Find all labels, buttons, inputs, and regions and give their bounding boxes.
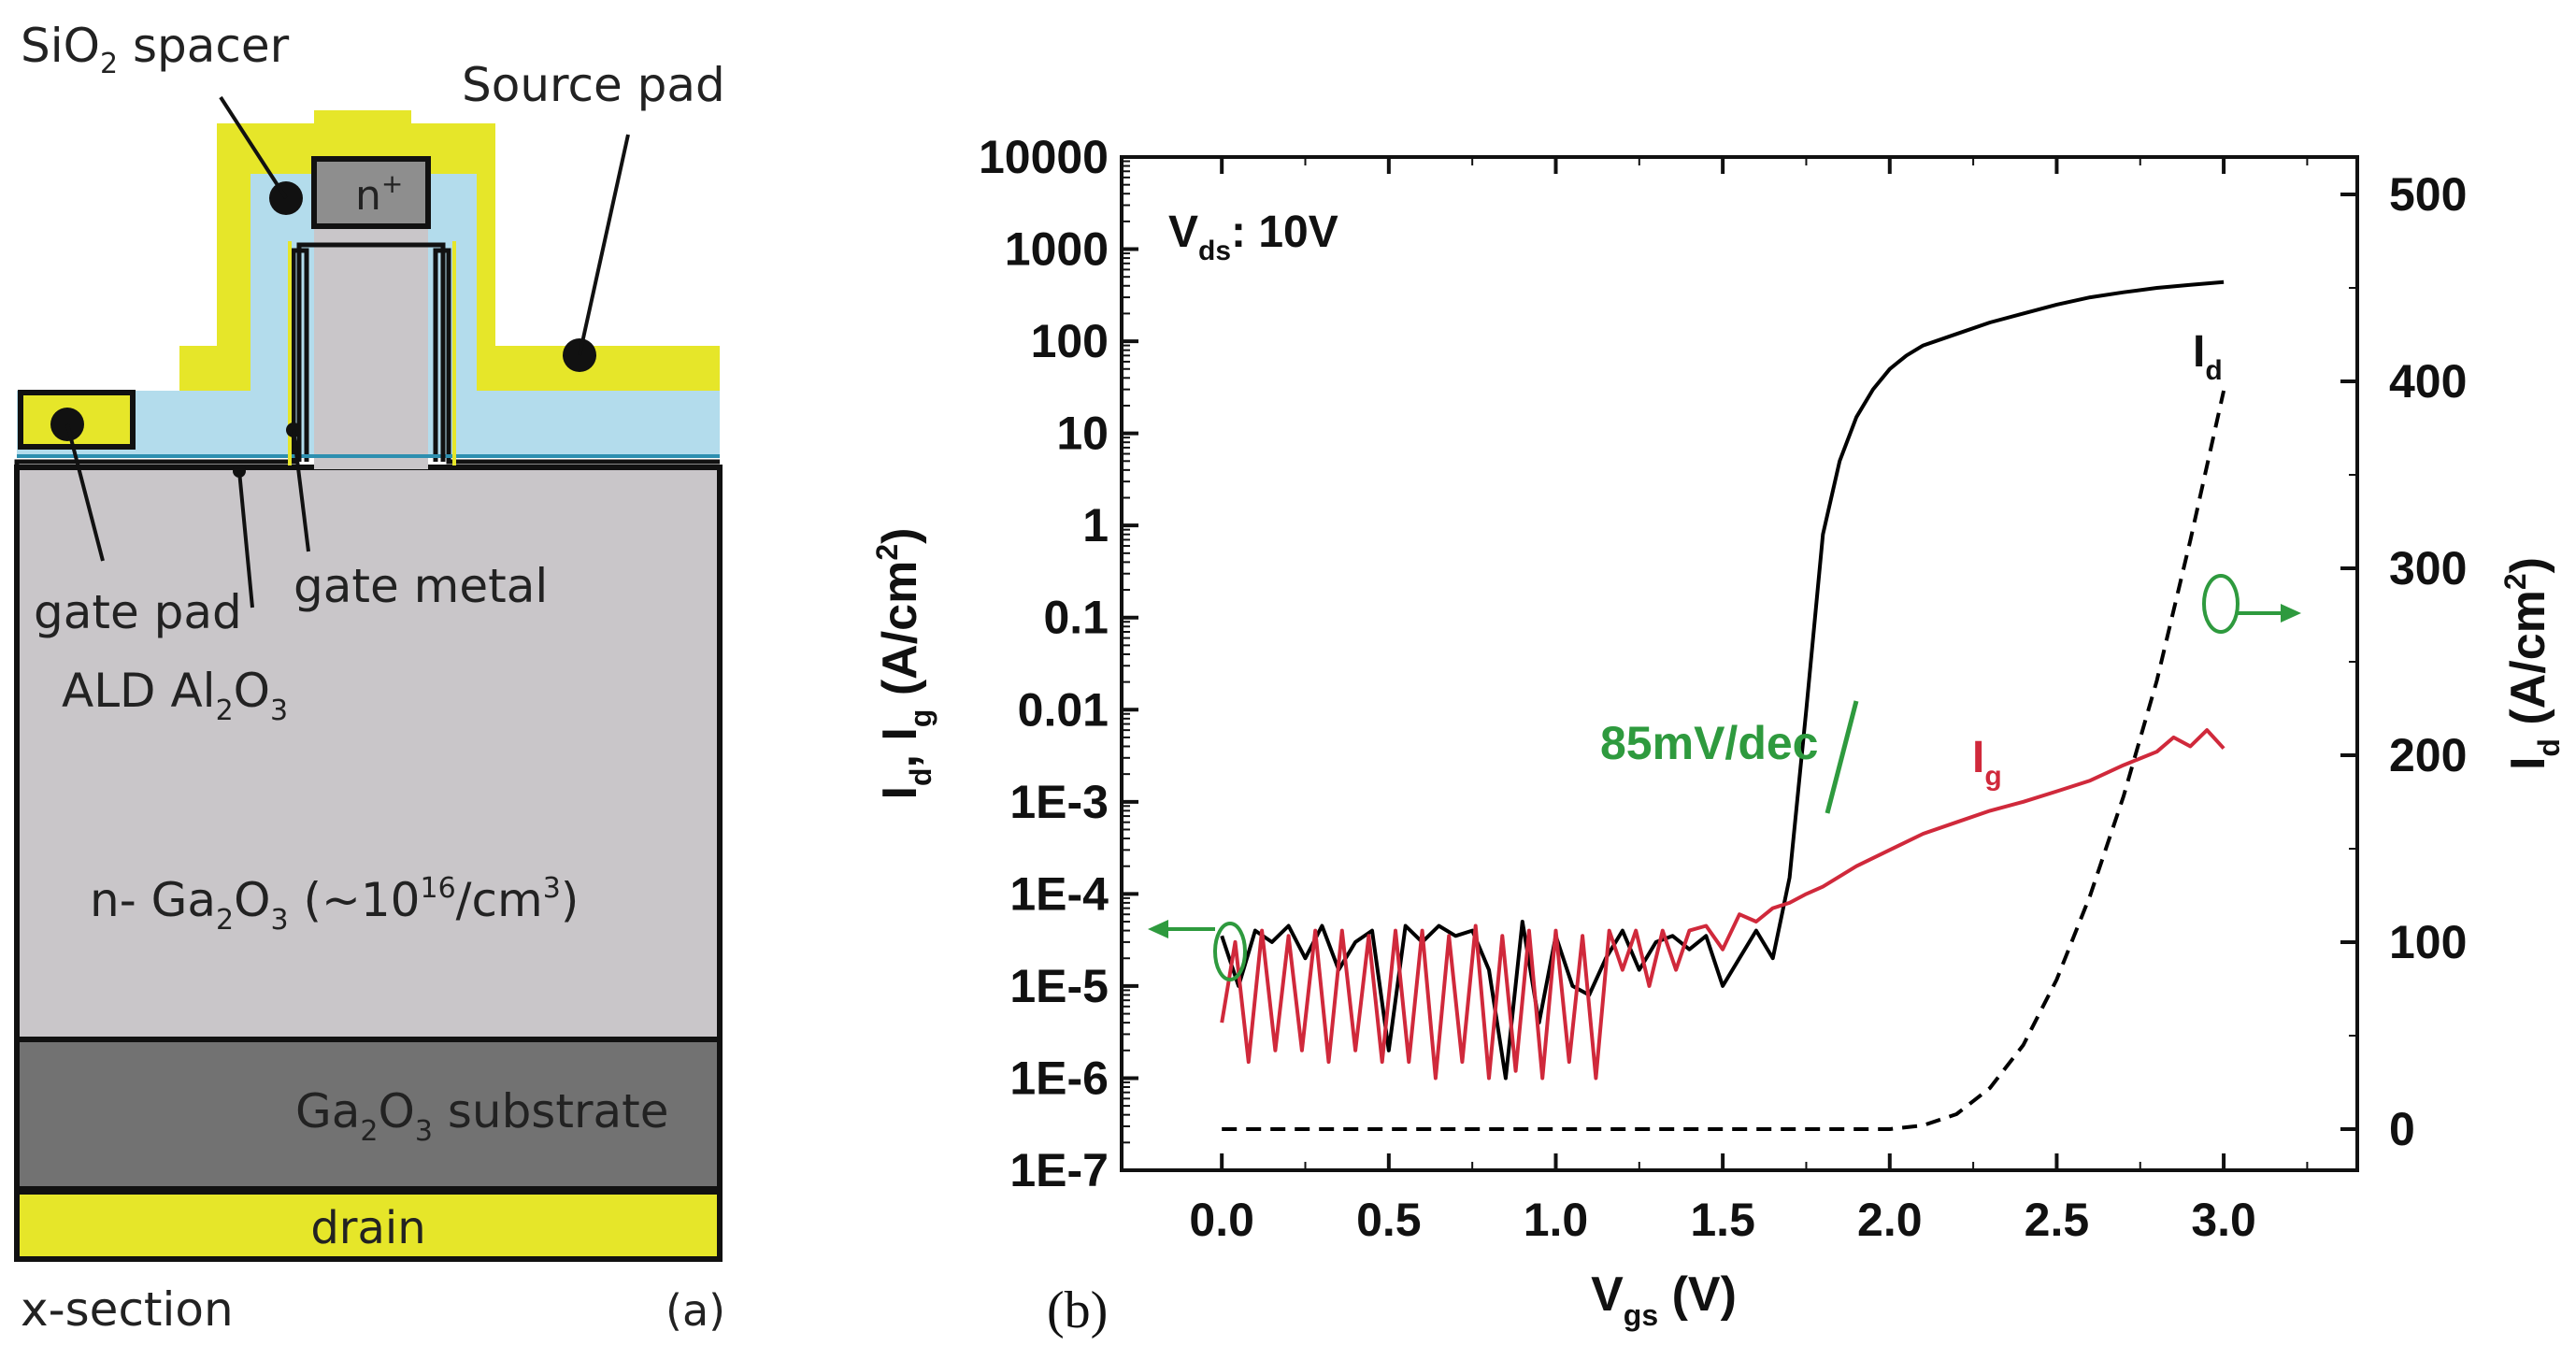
right-tick-label: 200 (2389, 729, 2467, 781)
x-tick-label: 2.0 (1857, 1194, 1923, 1246)
left-tick-label: 1E-3 (1009, 776, 1109, 828)
left-tick-label: 0.1 (1043, 592, 1109, 644)
fin (314, 224, 428, 469)
right-axis-marker-circle (2202, 574, 2240, 634)
series-line-i-g (1220, 728, 2225, 1081)
right-tick-label: 0 (2389, 1103, 2415, 1155)
plot-frame (1120, 155, 2359, 1172)
series-label-id: Id (2193, 327, 2223, 386)
drain-metal (14, 1189, 723, 1262)
n-plus-region (311, 156, 431, 229)
left-axis-ticks: 10000 1000 100 10 1 0.1 0.01 1E-3 1E-4 1E-5 1E-6 1E… (979, 131, 1138, 1196)
x-tick-label: 2.5 (2025, 1194, 2090, 1246)
vds-annotation: Vds: 10V (1168, 208, 1338, 266)
panel-a-tag: (a) (665, 1285, 725, 1336)
ald-liner (296, 242, 446, 462)
slope-marker (1825, 700, 1859, 814)
x-section-label: x-section (21, 1282, 234, 1337)
ald-label: ALD Al2O3 (62, 664, 288, 727)
left-axis-title: Id, Ig (A/cm2) (870, 528, 937, 800)
slope-label: 85mV/dec (1600, 717, 1818, 769)
x-tick-label: 3.0 (2191, 1194, 2256, 1246)
right-axis-title: Id (A/cm2) (2498, 557, 2566, 770)
left-tick-label: 1E-5 (1009, 960, 1109, 1012)
left-tick-label: 10000 (979, 131, 1109, 183)
left-tick-label: 1E-7 (1009, 1144, 1109, 1196)
series-line-i-d-linear (1222, 390, 2226, 1131)
x-axis-title: Vgs (V) (1591, 1267, 1737, 1332)
x-tick-label: 1.0 (1524, 1194, 1589, 1246)
series-layer (1220, 279, 2226, 1131)
left-tick-label: 100 (1031, 315, 1109, 367)
x-tick-label: 0.0 (1189, 1194, 1254, 1246)
substrate-label: Ga2O3 substrate (295, 1084, 669, 1148)
gate-metal-left (288, 241, 292, 465)
sio2-spacer-label: SiO2 spacer (21, 19, 290, 80)
gate-pad-label: gate pad (34, 585, 242, 639)
panel-b-chart: 1000010001001010.10.011E-31E-41E-51E-61E… (870, 131, 2566, 1339)
gate-liner-left (14, 248, 309, 467)
spacer-leader (219, 95, 288, 200)
panel-a-cross-section: n+ SiO2 spacer Source pad gate pad gate … (14, 19, 725, 1337)
gate-pad-leader (65, 423, 105, 562)
left-tick-label: 1E-4 (1009, 867, 1109, 920)
right-tick-label: 500 (2389, 168, 2467, 221)
ald-leader (237, 470, 254, 608)
x-tick-label: 0.5 (1356, 1194, 1422, 1246)
x-axis-ticks: 0.0 0.5 1.0 1.5 2.0 2.5 3.0 (1189, 157, 2309, 1246)
right-axis-ticks: 0 100 200 300 400 500 (2340, 168, 2467, 1155)
drift-label: n- Ga2O3 (~1016/cm3) (90, 872, 579, 937)
left-tick-label: 1E-6 (1009, 1052, 1109, 1104)
left-tick-label: 1 (1082, 499, 1109, 551)
gate-liner-right (433, 248, 720, 465)
left-axis-marker-circle (1213, 922, 1247, 981)
drain-label: drain (310, 1202, 425, 1254)
substrate-layer (14, 1037, 723, 1192)
gate-metal-label: gate metal (293, 559, 548, 613)
series-line-i-d (1220, 279, 2225, 1081)
gate-metal-leader (292, 429, 310, 552)
left-tick-label: 1000 (1005, 223, 1109, 276)
right-tick-label: 300 (2389, 542, 2467, 594)
source-leader (578, 134, 630, 356)
drift-layer (14, 465, 723, 1042)
left-tick-label: 10 (1056, 408, 1109, 460)
x-tick-label: 1.5 (1690, 1194, 1755, 1246)
left-tick-label: 0.01 (1018, 683, 1109, 736)
panel-b-tag: (b) (1047, 1281, 1108, 1339)
gate-metal-right (452, 241, 456, 465)
left-axis-arrowhead (1148, 920, 1168, 938)
source-pad-label: Source pad (462, 58, 725, 112)
right-axis-arrowhead (2281, 604, 2301, 623)
right-tick-label: 400 (2389, 355, 2467, 408)
n-plus-label: n+ (355, 168, 403, 220)
series-label-ig: Ig (1972, 733, 2002, 792)
right-tick-label: 100 (2389, 916, 2467, 968)
